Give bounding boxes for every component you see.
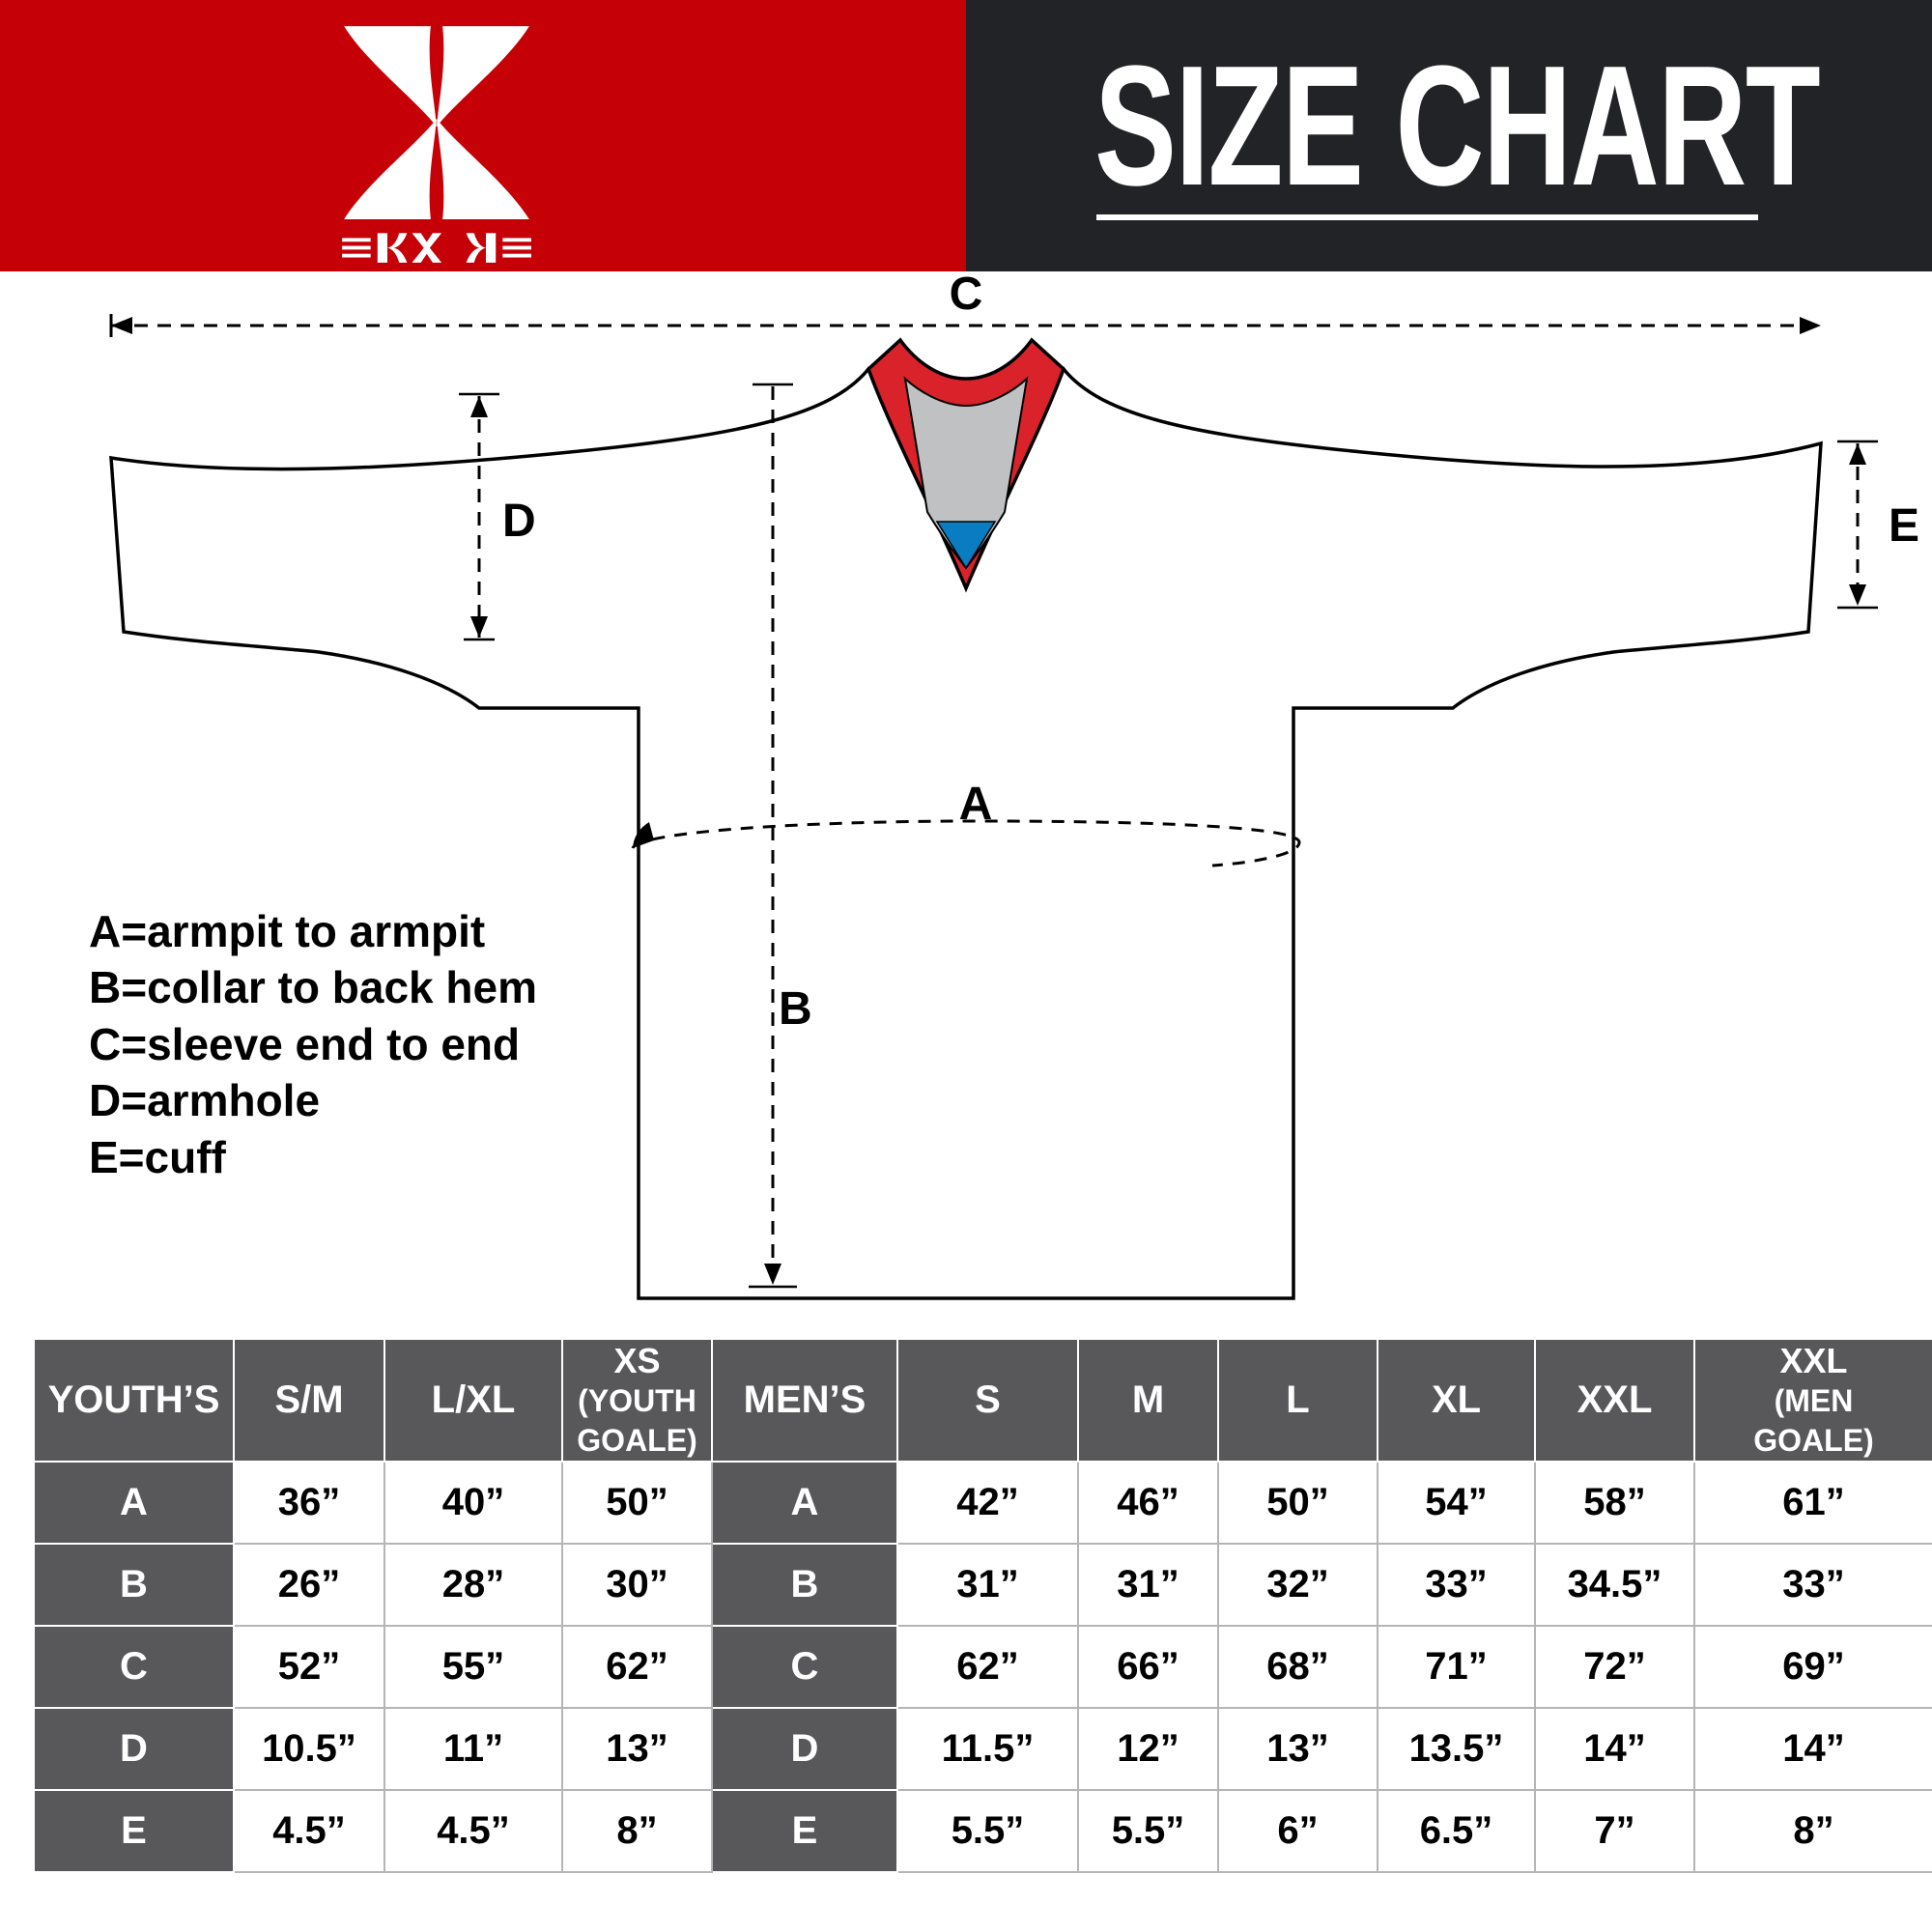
svg-text:E: E — [1889, 500, 1919, 552]
svg-text:A: A — [959, 779, 993, 830]
svg-text:B: B — [779, 983, 812, 1035]
svg-text:C: C — [950, 269, 983, 320]
svg-text:D: D — [502, 496, 536, 547]
